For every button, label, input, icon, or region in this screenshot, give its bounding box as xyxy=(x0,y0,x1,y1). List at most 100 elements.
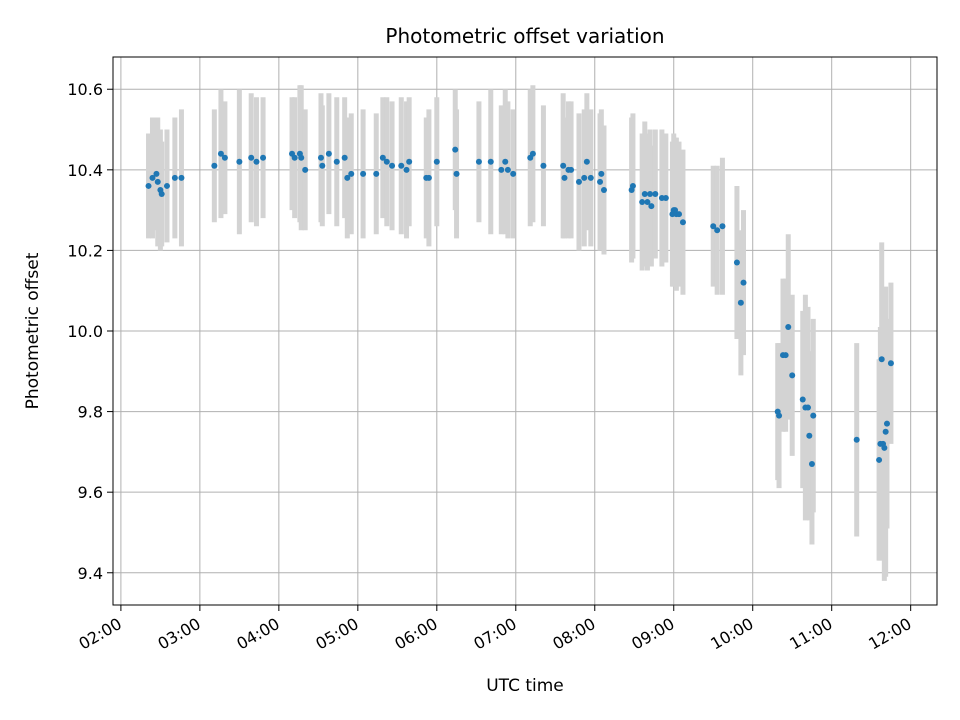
chart-title: Photometric offset variation xyxy=(385,24,664,48)
x-axis-title: UTC time xyxy=(486,676,564,696)
data-point xyxy=(325,150,332,157)
data-point xyxy=(810,412,817,419)
y-tick-label: 9.6 xyxy=(78,483,103,502)
data-point xyxy=(629,182,636,189)
data-point xyxy=(881,444,888,451)
data-point xyxy=(600,186,607,193)
data-point xyxy=(710,223,717,230)
data-point xyxy=(302,166,309,173)
data-point xyxy=(154,178,161,185)
data-point xyxy=(317,154,324,161)
data-point xyxy=(876,456,883,463)
data-point xyxy=(163,182,170,189)
data-point xyxy=(406,158,413,165)
y-tick-label: 10.6 xyxy=(67,80,103,99)
data-point xyxy=(560,162,567,169)
data-point xyxy=(453,170,460,177)
data-point xyxy=(425,174,432,181)
data-points xyxy=(145,146,894,467)
data-point xyxy=(319,162,326,169)
data-point xyxy=(360,170,367,177)
data-point xyxy=(581,174,588,181)
data-point xyxy=(171,174,178,181)
data-point xyxy=(221,154,228,161)
y-tick-label: 9.8 xyxy=(78,403,103,422)
data-point xyxy=(719,223,726,230)
data-point xyxy=(853,436,860,443)
data-point xyxy=(652,191,659,197)
data-point xyxy=(598,170,605,177)
data-point xyxy=(379,154,386,161)
data-point xyxy=(662,195,669,202)
y-tick-label: 10.0 xyxy=(67,322,103,341)
data-point xyxy=(333,158,340,165)
data-point xyxy=(452,146,459,153)
data-point xyxy=(145,182,152,189)
data-point xyxy=(887,360,894,367)
data-point xyxy=(348,170,355,177)
data-point xyxy=(776,412,783,419)
data-point xyxy=(679,219,686,226)
y-tick-label: 9.4 xyxy=(78,564,103,583)
data-point xyxy=(733,259,740,266)
data-point xyxy=(583,158,590,165)
data-point xyxy=(498,166,505,173)
data-point xyxy=(389,162,396,169)
data-point xyxy=(808,460,815,467)
data-point xyxy=(644,199,651,206)
data-point xyxy=(882,428,889,435)
data-point xyxy=(373,170,380,177)
data-point xyxy=(568,166,575,173)
data-point xyxy=(648,203,655,210)
data-point xyxy=(398,162,405,169)
data-point xyxy=(740,279,747,286)
data-point xyxy=(878,356,885,363)
data-point xyxy=(149,174,156,181)
data-point xyxy=(782,352,789,359)
data-point xyxy=(158,191,165,197)
data-point xyxy=(737,299,744,306)
data-point xyxy=(248,154,255,161)
data-point xyxy=(785,323,792,330)
data-point xyxy=(587,174,594,181)
data-point xyxy=(883,420,890,427)
data-point xyxy=(487,158,494,165)
data-point xyxy=(676,211,683,218)
data-point xyxy=(647,191,654,197)
data-point xyxy=(561,174,568,181)
data-point xyxy=(344,174,351,181)
data-point xyxy=(433,158,440,165)
y-axis-ticks: 9.4 9.6 9.8 10.0 10.2 10.4 10.6 xyxy=(67,80,113,583)
data-point xyxy=(178,174,185,181)
data-point xyxy=(211,162,218,169)
data-point xyxy=(799,396,806,403)
data-point xyxy=(475,158,482,165)
data-point xyxy=(153,170,160,177)
data-point xyxy=(597,178,604,185)
data-point xyxy=(403,166,410,173)
data-point xyxy=(641,191,648,197)
data-point xyxy=(639,199,646,206)
data-point xyxy=(291,154,298,161)
y-tick-label: 10.4 xyxy=(67,161,103,180)
y-axis-title: Photometric offset xyxy=(23,252,43,409)
data-point xyxy=(806,432,813,439)
data-point xyxy=(217,150,224,157)
data-point xyxy=(504,166,511,173)
data-point xyxy=(529,150,536,157)
data-point xyxy=(260,154,267,161)
data-point xyxy=(236,158,243,165)
data-point xyxy=(805,404,812,411)
y-tick-label: 10.2 xyxy=(67,241,103,260)
data-point xyxy=(253,158,260,165)
data-point xyxy=(383,158,390,165)
data-point xyxy=(510,170,517,177)
data-point xyxy=(714,227,721,234)
data-point xyxy=(502,158,509,165)
data-point xyxy=(298,154,305,161)
data-point xyxy=(540,162,547,169)
data-point xyxy=(789,372,796,379)
data-point xyxy=(341,154,348,161)
data-point xyxy=(575,178,582,185)
